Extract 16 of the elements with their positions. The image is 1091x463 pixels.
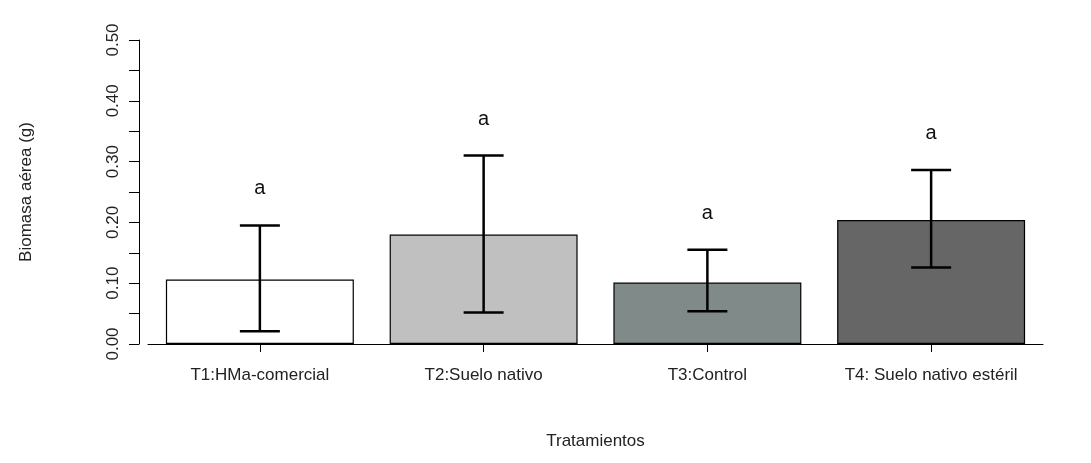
annotation: a bbox=[254, 176, 267, 199]
y-tick-label: 0.40 bbox=[103, 84, 122, 118]
x-tick-label: T1:HMa-comercial bbox=[190, 365, 330, 384]
x-axis-title: Tratamientos bbox=[546, 431, 645, 450]
y-tick-label: 0.10 bbox=[103, 266, 122, 300]
annotation: a bbox=[478, 106, 491, 129]
y-axis-title: Biomasa aérea (g) bbox=[16, 122, 35, 262]
x-tick-label: T3:Control bbox=[667, 365, 748, 384]
annotation: a bbox=[701, 200, 714, 223]
y-tick-label: 0.00 bbox=[103, 327, 122, 361]
y-tick-label: 0.30 bbox=[103, 145, 122, 179]
annotation: a bbox=[925, 121, 938, 144]
x-tick-label: T2:Suelo nativo bbox=[424, 365, 543, 384]
y-tick-label: 0.50 bbox=[103, 23, 122, 57]
y-tick-label: 0.20 bbox=[103, 205, 122, 239]
x-tick-label: T4: Suelo nativo estéril bbox=[844, 365, 1018, 384]
